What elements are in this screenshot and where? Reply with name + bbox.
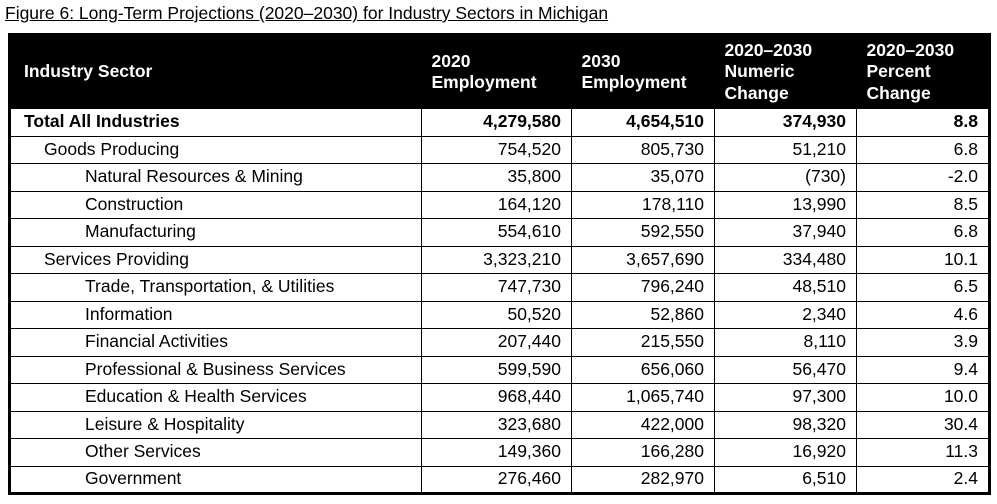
percent-change-cell: 8.5 [856, 190, 990, 219]
numeric-change-cell: 48,510 [714, 273, 857, 302]
employment-2020-cell: 276,460 [421, 465, 572, 494]
employment-2020-cell: 35,800 [421, 163, 572, 192]
sector-cell: Financial Activities [9, 328, 422, 357]
numeric-change-cell: 374,930 [714, 108, 857, 137]
employment-2020-cell: 747,730 [421, 273, 572, 302]
employment-2020-cell: 323,680 [421, 410, 572, 439]
sector-cell: Total All Industries [9, 108, 422, 137]
employment-2030-cell: 805,730 [571, 135, 715, 164]
employment-2030-cell: 3,657,690 [571, 245, 715, 274]
table-row: Financial Activities 207,440 215,550 8,1… [9, 328, 990, 357]
sector-cell: Construction [9, 190, 422, 219]
table-row: Total All Industries 4,279,580 4,654,510… [9, 108, 990, 137]
employment-2030-cell: 282,970 [571, 465, 715, 494]
percent-change-cell: 30.4 [856, 410, 990, 439]
numeric-change-cell: 56,470 [714, 355, 857, 384]
table-row: Professional & Business Services 599,590… [9, 355, 990, 384]
employment-2020-cell: 754,520 [421, 135, 572, 164]
employment-2030-cell: 796,240 [571, 273, 715, 302]
sector-cell: Government [9, 465, 422, 494]
table-row: Leisure & Hospitality 323,680 422,000 98… [9, 410, 990, 439]
numeric-change-cell: 51,210 [714, 135, 857, 164]
employment-2030-cell: 166,280 [571, 438, 715, 467]
employment-2020-cell: 599,590 [421, 355, 572, 384]
percent-change-cell: 10.1 [856, 245, 990, 274]
table-row: Manufacturing 554,610 592,550 37,940 6.8 [9, 218, 990, 247]
numeric-change-cell: 334,480 [714, 245, 857, 274]
employment-2030-cell: 35,070 [571, 163, 715, 192]
table-row: Construction 164,120 178,110 13,990 8.5 [9, 190, 990, 219]
numeric-change-cell: 98,320 [714, 410, 857, 439]
percent-change-cell: 6.8 [856, 218, 990, 247]
sector-cell: Other Services [9, 438, 422, 467]
employment-2020-cell: 3,323,210 [421, 245, 572, 274]
employment-2020-cell: 149,360 [421, 438, 572, 467]
numeric-change-cell: 13,990 [714, 190, 857, 219]
employment-2020-cell: 207,440 [421, 328, 572, 357]
employment-2020-cell: 554,610 [421, 218, 572, 247]
numeric-change-cell: 8,110 [714, 328, 857, 357]
percent-change-cell: 11.3 [856, 438, 990, 467]
column-header-2020-employment: 2020 Employment [421, 34, 572, 109]
employment-2030-cell: 422,000 [571, 410, 715, 439]
employment-2020-cell: 968,440 [421, 383, 572, 412]
table-row: Natural Resources & Mining 35,800 35,070… [9, 163, 990, 192]
percent-change-cell: 4.6 [856, 300, 990, 329]
percent-change-cell: -2.0 [856, 163, 990, 192]
sector-cell: Information [9, 300, 422, 329]
sector-cell: Natural Resources & Mining [9, 163, 422, 192]
sector-cell: Professional & Business Services [9, 355, 422, 384]
percent-change-cell: 6.8 [856, 135, 990, 164]
projections-table: Industry Sector 2020 Employment 2030 Emp… [8, 33, 991, 495]
sector-cell: Goods Producing [9, 135, 422, 164]
sector-cell: Services Providing [9, 245, 422, 274]
table-row: Education & Health Services 968,440 1,06… [9, 383, 990, 412]
percent-change-cell: 6.5 [856, 273, 990, 302]
column-header-industry-sector: Industry Sector [9, 34, 422, 109]
column-header-numeric-change: 2020–2030 Numeric Change [714, 34, 857, 109]
numeric-change-cell: 16,920 [714, 438, 857, 467]
table-row: Information 50,520 52,860 2,340 4.6 [9, 300, 990, 329]
table-row: Government 276,460 282,970 6,510 2.4 [9, 465, 990, 494]
column-header-percent-change: 2020–2030 Percent Change [856, 34, 990, 109]
percent-change-cell: 3.9 [856, 328, 990, 357]
employment-2020-cell: 4,279,580 [421, 108, 572, 137]
table-row: Other Services 149,360 166,280 16,920 11… [9, 438, 990, 467]
numeric-change-cell: 6,510 [714, 465, 857, 494]
employment-2030-cell: 178,110 [571, 190, 715, 219]
employment-2030-cell: 592,550 [571, 218, 715, 247]
table-row: Trade, Transportation, & Utilities 747,7… [9, 273, 990, 302]
sector-cell: Trade, Transportation, & Utilities [9, 273, 422, 302]
percent-change-cell: 10.0 [856, 383, 990, 412]
numeric-change-cell: 97,300 [714, 383, 857, 412]
figure-title: Figure 6: Long-Term Projections (2020–20… [5, 3, 609, 23]
employment-2030-cell: 215,550 [571, 328, 715, 357]
employment-2030-cell: 656,060 [571, 355, 715, 384]
employment-2030-cell: 1,065,740 [571, 383, 715, 412]
percent-change-cell: 8.8 [856, 108, 990, 137]
employment-2020-cell: 50,520 [421, 300, 572, 329]
column-header-2030-employment: 2030 Employment [571, 34, 715, 109]
numeric-change-cell: 2,340 [714, 300, 857, 329]
sector-cell: Leisure & Hospitality [9, 410, 422, 439]
numeric-change-cell: 37,940 [714, 218, 857, 247]
table-header-row: Industry Sector 2020 Employment 2030 Emp… [9, 34, 990, 109]
employment-2030-cell: 52,860 [571, 300, 715, 329]
sector-cell: Education & Health Services [9, 383, 422, 412]
employment-2030-cell: 4,654,510 [571, 108, 715, 137]
table-row: Services Providing 3,323,210 3,657,690 3… [9, 245, 990, 274]
sector-cell: Manufacturing [9, 218, 422, 247]
employment-2020-cell: 164,120 [421, 190, 572, 219]
percent-change-cell: 2.4 [856, 465, 990, 494]
table-row: Goods Producing 754,520 805,730 51,210 6… [9, 135, 990, 164]
percent-change-cell: 9.4 [856, 355, 990, 384]
numeric-change-cell: (730) [714, 163, 857, 192]
